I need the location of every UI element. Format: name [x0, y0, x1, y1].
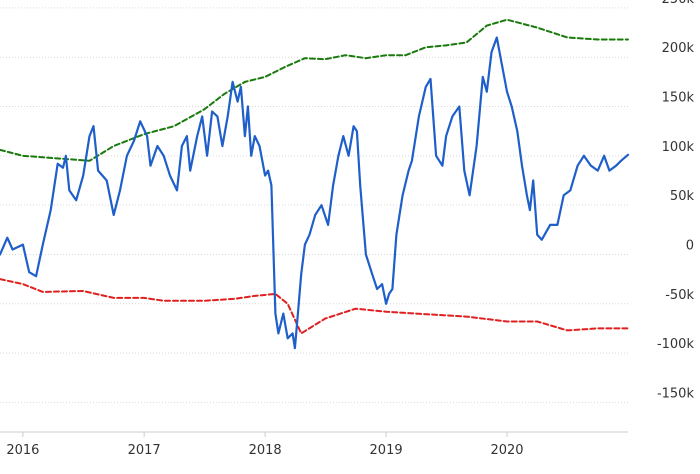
y-tick-label: 0	[686, 238, 694, 253]
y-tick-label: 100k	[662, 140, 695, 155]
y-tick-label: -150k	[657, 386, 695, 401]
y-tick-labels: 250k 200k 150k 100k 50k 0 -50k -100k -150k	[657, 0, 695, 401]
x-tick-label: 2019	[370, 443, 403, 458]
series-layer	[0, 18, 630, 350]
x-tick-label: 2016	[6, 443, 39, 458]
lower-series-line	[0, 278, 629, 335]
main-series-line	[0, 36, 630, 350]
y-tick-label: 250k	[662, 0, 695, 7]
x-tick-label: 2018	[249, 443, 282, 458]
gridlines	[0, 7, 628, 403]
x-tick-label: 2020	[490, 443, 523, 458]
x-tick-labels: 2016 2017 2018 2019 2020	[6, 432, 524, 458]
x-tick-label: 2017	[128, 443, 161, 458]
y-tick-label: 200k	[662, 41, 695, 56]
y-tick-label: 150k	[662, 91, 695, 106]
upper-series-line	[0, 18, 629, 162]
y-tick-label: -100k	[657, 337, 695, 352]
y-tick-label: -50k	[665, 288, 694, 303]
y-tick-label: 50k	[670, 189, 695, 204]
